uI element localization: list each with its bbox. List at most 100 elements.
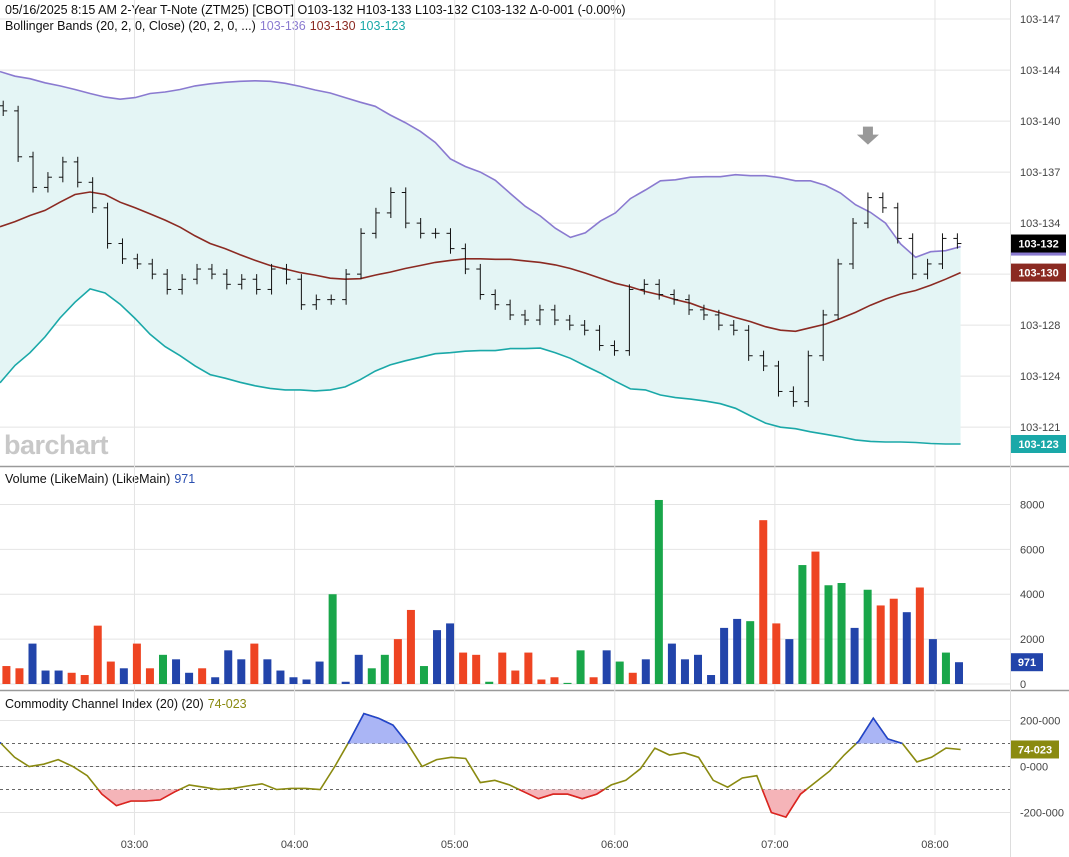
bollinger-lower-value: 103-123 bbox=[359, 19, 406, 33]
ohlc-bar bbox=[267, 263, 276, 295]
price-y-tick-label: 103-144 bbox=[1020, 65, 1060, 77]
ohlc-bar bbox=[446, 228, 455, 254]
bollinger-lower-tag-bg bbox=[1011, 435, 1066, 453]
ohlc-bar bbox=[640, 279, 649, 295]
volume-bar bbox=[263, 659, 272, 684]
volume-bar bbox=[367, 668, 376, 684]
ohlc-bar bbox=[297, 274, 306, 310]
ohlc-bar bbox=[878, 192, 887, 213]
volume-bar bbox=[537, 679, 546, 684]
volume-bar bbox=[341, 681, 350, 684]
bollinger-mid-value: 103-130 bbox=[309, 19, 356, 33]
volume-bar bbox=[41, 670, 50, 684]
volume-bar bbox=[145, 668, 154, 684]
ohlc-bar bbox=[655, 279, 664, 300]
volume-header: Volume (LikeMain) (LikeMain) 971 bbox=[5, 472, 199, 486]
ohlc-bar bbox=[327, 294, 336, 305]
volume-bar bbox=[915, 587, 924, 684]
volume-bar bbox=[276, 670, 285, 684]
price-y-tick-label: 103-134 bbox=[1020, 218, 1060, 230]
volume-bar bbox=[928, 639, 937, 684]
ohlc-bar bbox=[476, 263, 485, 300]
chart-header: 05/16/2025 8:15 AM 2-Year T-Note (ZTM25)… bbox=[5, 3, 630, 17]
bollinger-upper-line bbox=[0, 70, 961, 259]
ohlc-bar bbox=[148, 258, 157, 280]
ohlc-bar bbox=[595, 325, 604, 351]
volume-bar bbox=[576, 650, 585, 684]
down-arrow-icon bbox=[856, 126, 879, 145]
volume-bar bbox=[2, 666, 11, 684]
volume-bar bbox=[172, 659, 181, 684]
volume-y-tick-label: 2000 bbox=[1020, 634, 1044, 646]
cci-oversold-line bbox=[761, 788, 807, 819]
price-y-tick-label: 103-128 bbox=[1020, 320, 1060, 332]
ohlc-bar bbox=[118, 238, 127, 264]
volume-y-tick-label: 6000 bbox=[1020, 544, 1044, 556]
last-price-tag: 103-132 bbox=[1018, 239, 1058, 251]
ohlc-bar bbox=[759, 350, 768, 372]
ohlc-bar bbox=[371, 207, 380, 239]
ohlc-bar bbox=[744, 325, 753, 361]
ohlc-bar bbox=[714, 309, 723, 331]
ohlc-bar bbox=[789, 386, 798, 407]
ohlc-bar bbox=[178, 274, 187, 295]
ohlc-bar bbox=[535, 304, 544, 326]
ohlc-bar bbox=[908, 233, 917, 280]
ohlc-bar bbox=[282, 263, 291, 285]
bollinger-mid-tag: 103-130 bbox=[1018, 268, 1058, 280]
ohlc-bar bbox=[88, 177, 97, 213]
ohlc-bar bbox=[252, 274, 261, 295]
volume-bar bbox=[602, 650, 611, 684]
cci-overbought-line bbox=[855, 716, 903, 745]
ohlc-bar bbox=[953, 233, 962, 249]
bollinger-lower-line bbox=[0, 288, 961, 445]
price-y-tick-label: 103-137 bbox=[1020, 167, 1060, 179]
volume-bar bbox=[680, 659, 689, 684]
ohlc-bar bbox=[804, 350, 813, 407]
ohlc-bar bbox=[103, 202, 112, 249]
ohlc-bar bbox=[565, 314, 574, 331]
volume-bar bbox=[798, 565, 807, 684]
volume-bar bbox=[419, 666, 428, 684]
volume-bar bbox=[628, 672, 637, 684]
volume-bar bbox=[237, 659, 246, 684]
volume-last-tag-bg bbox=[1011, 653, 1043, 672]
volume-bar bbox=[211, 677, 220, 684]
volume-bar bbox=[185, 672, 194, 684]
volume-bar bbox=[824, 585, 833, 684]
ohlc-bar bbox=[133, 253, 142, 270]
ohlc-bar bbox=[893, 202, 902, 244]
ohlc-bar bbox=[550, 304, 559, 326]
ohlc-bar bbox=[357, 228, 366, 280]
volume-bar bbox=[941, 652, 950, 684]
volume-bar bbox=[785, 639, 794, 684]
volume-bar bbox=[54, 670, 63, 684]
volume-bar bbox=[80, 675, 89, 684]
price-y-tick-label: 103-140 bbox=[1020, 116, 1060, 128]
ohlc-bar bbox=[729, 320, 738, 336]
volume-bar bbox=[550, 677, 559, 684]
x-tick-label: 05:00 bbox=[441, 839, 469, 851]
cci-legend-label: Commodity Channel Index (20) (20) bbox=[5, 697, 204, 711]
x-tick-label: 06:00 bbox=[601, 839, 629, 851]
ohlc-bar bbox=[207, 263, 216, 280]
price-y-tick-label: 103-147 bbox=[1020, 14, 1060, 26]
volume-bar bbox=[119, 668, 128, 684]
ohlc-bar bbox=[431, 228, 440, 239]
ohlc-bar bbox=[416, 218, 425, 239]
volume-bar bbox=[224, 650, 233, 684]
volume-bar bbox=[641, 659, 650, 684]
ohlc-bar bbox=[222, 269, 231, 290]
ohlc-bar bbox=[73, 156, 82, 188]
cci-last-tag-bg bbox=[1011, 740, 1059, 759]
volume-bar bbox=[863, 589, 872, 684]
volume-bar bbox=[889, 598, 898, 684]
volume-bar bbox=[850, 627, 859, 684]
volume-bar bbox=[615, 661, 624, 684]
volume-bar bbox=[707, 675, 716, 684]
volume-bar bbox=[328, 594, 337, 684]
x-tick-label: 08:00 bbox=[921, 839, 949, 851]
bollinger-mid-line bbox=[0, 191, 961, 333]
volume-bar bbox=[354, 654, 363, 684]
